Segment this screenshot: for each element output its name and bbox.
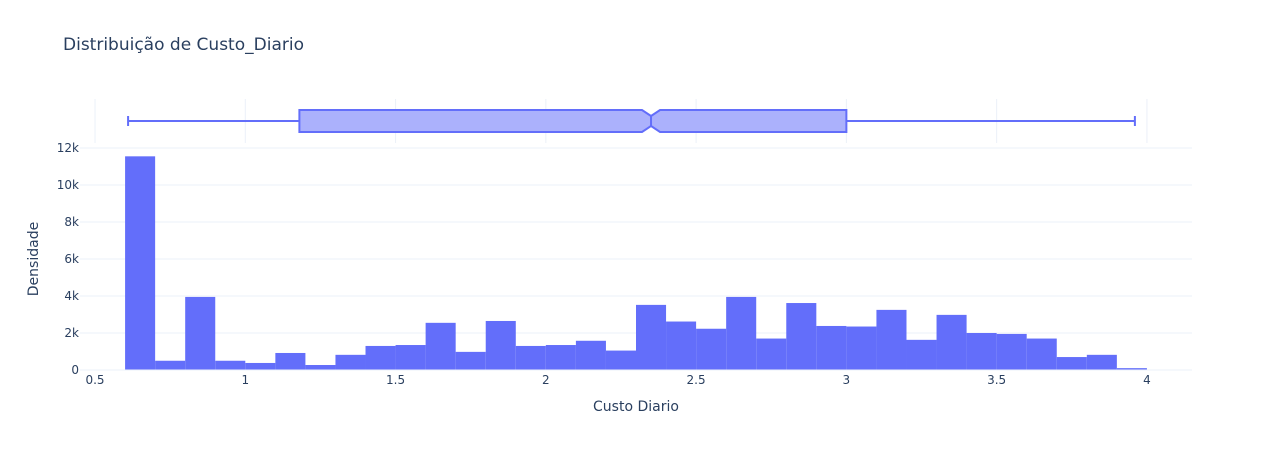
bar-0 <box>125 156 156 370</box>
bar-6 <box>305 365 336 370</box>
y-axis-ticks: 0 2k 4k 6k 8k 10k 12k <box>57 141 79 377</box>
y-axis-title: Densidade <box>26 222 42 296</box>
x-axis-title: Custo Diario <box>593 399 679 415</box>
bar-20 <box>726 296 757 370</box>
y-tick-label-6: 12k <box>57 141 79 155</box>
bar-32 <box>1086 354 1117 370</box>
bar-11 <box>455 351 486 370</box>
x-tick-label-1: 1 <box>241 373 249 387</box>
bar-30 <box>1026 338 1057 370</box>
bar-16 <box>605 350 636 370</box>
bar-27 <box>936 314 967 370</box>
bar-28 <box>966 333 997 370</box>
x-axis-ticks: 0.5 1 1.5 2 2.5 3 3.5 4 <box>85 373 1150 387</box>
bar-12 <box>485 320 516 370</box>
bar-5 <box>275 352 306 370</box>
bar-18 <box>666 321 697 370</box>
y-tick-label-2: 4k <box>64 289 79 303</box>
y-tick-label-3: 6k <box>64 252 79 266</box>
bar-15 <box>575 340 606 370</box>
bar-3 <box>215 360 246 370</box>
x-tick-label-2: 1.5 <box>386 373 405 387</box>
bar-29 <box>996 333 1027 370</box>
x-tick-label-0: 0.5 <box>85 373 104 387</box>
x-tick-label-3: 2 <box>542 373 550 387</box>
bar-19 <box>696 328 727 370</box>
y-tick-label-1: 2k <box>64 326 79 340</box>
y-tick-label-4: 8k <box>64 215 79 229</box>
bar-1 <box>155 360 186 370</box>
x-tick-label-7: 4 <box>1143 373 1151 387</box>
bar-21 <box>756 338 787 370</box>
bar-24 <box>846 326 877 370</box>
boxplot <box>127 109 1136 133</box>
bar-26 <box>906 339 937 370</box>
bar-22 <box>786 303 817 370</box>
x-tick-label-6: 3.5 <box>987 373 1006 387</box>
chart-title: Distribuição de Custo_Diario <box>63 35 304 55</box>
bar-2 <box>185 296 216 370</box>
bar-25 <box>876 309 907 370</box>
bar-4 <box>245 362 276 370</box>
y-tick-label-5: 10k <box>57 178 79 192</box>
bar-31 <box>1056 357 1087 370</box>
bar-8 <box>365 345 396 370</box>
x-tick-label-4: 2.5 <box>687 373 706 387</box>
bar-9 <box>395 345 426 370</box>
y-tick-label-0: 0 <box>71 363 79 377</box>
bar-23 <box>816 325 847 370</box>
bar-10 <box>425 322 456 370</box>
histogram-bars <box>125 156 1147 370</box>
bar-7 <box>335 354 366 370</box>
bar-13 <box>515 345 546 370</box>
bar-17 <box>636 304 667 370</box>
bar-14 <box>545 345 576 370</box>
x-tick-label-5: 3 <box>843 373 851 387</box>
bar-33 <box>1116 368 1147 370</box>
box-iqr <box>298 109 848 133</box>
